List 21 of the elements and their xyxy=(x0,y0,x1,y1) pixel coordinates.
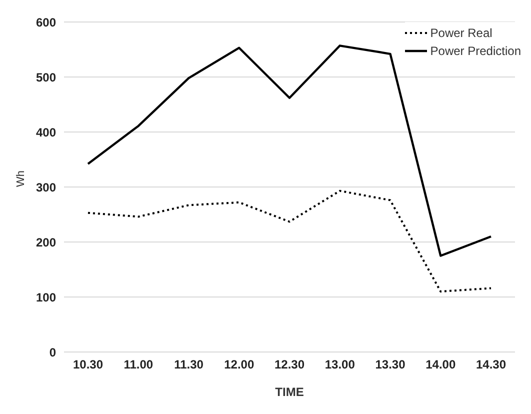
x-axis-title: TIME xyxy=(275,385,304,399)
y-tick-label: 600 xyxy=(36,15,56,30)
legend-label: Power Prediction xyxy=(430,44,521,58)
x-tick-label: 14.00 xyxy=(426,358,456,372)
x-tick-label: 14.30 xyxy=(476,358,506,372)
y-tick-label: 400 xyxy=(36,125,56,140)
y-axis-title: Wh xyxy=(14,170,27,187)
x-tick-label: 13.30 xyxy=(375,358,406,372)
y-tick-label: 500 xyxy=(36,70,56,84)
y-tick-label: 0 xyxy=(49,345,56,360)
legend-label: Power Real xyxy=(430,26,492,40)
y-tick-label: 300 xyxy=(36,180,56,194)
y-tick-label: 100 xyxy=(36,290,56,304)
x-tick-label: 13.00 xyxy=(324,358,356,372)
x-tick-label: 12.00 xyxy=(224,358,254,372)
y-tick-label: 200 xyxy=(36,235,56,250)
line-series xyxy=(87,190,492,292)
x-tick-label: 11.30 xyxy=(174,358,204,372)
x-tick-label: 11.00 xyxy=(124,358,154,372)
x-tick-label: 10.30 xyxy=(72,358,104,372)
x-tick-label: 12.30 xyxy=(274,358,305,372)
